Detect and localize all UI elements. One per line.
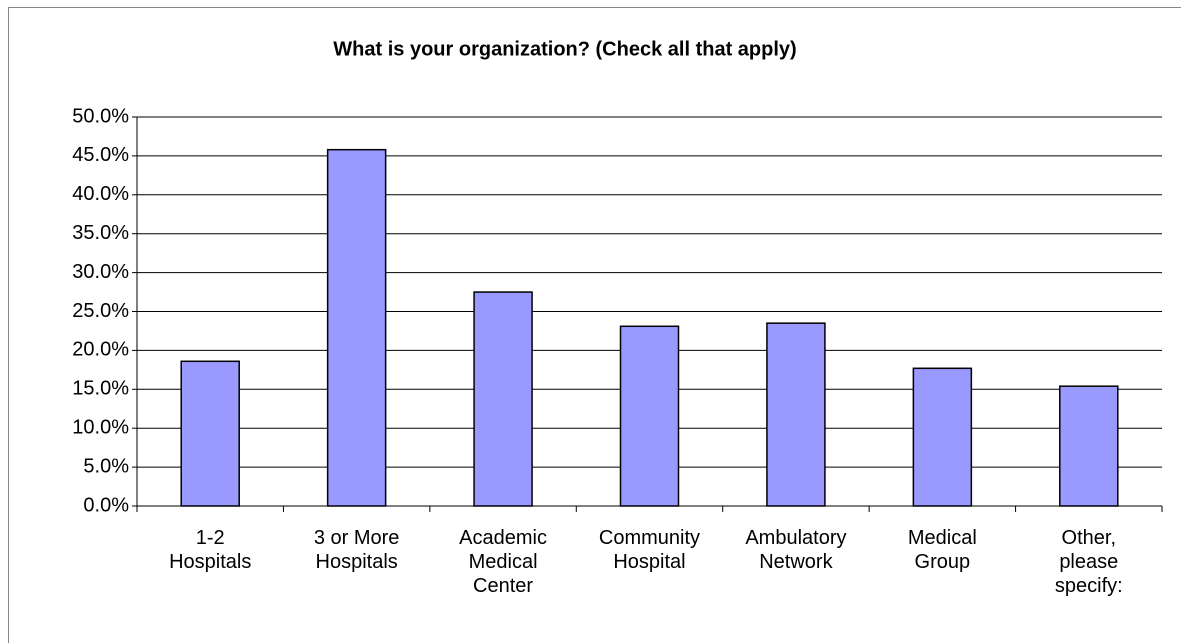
y-tick-label: 10.0% xyxy=(72,416,129,438)
y-tick-label: 30.0% xyxy=(72,261,129,283)
y-tick-label: 40.0% xyxy=(72,183,129,205)
bar xyxy=(912,367,973,507)
y-tick-label: 5.0% xyxy=(83,455,129,477)
y-tick-label: 0.0% xyxy=(83,494,129,516)
bar xyxy=(1059,385,1119,507)
x-tick-label: Medical Group xyxy=(907,527,977,573)
x-tick-label: Community Hospital xyxy=(598,527,701,573)
y-tick-label: 15.0% xyxy=(72,378,129,400)
bar xyxy=(473,291,533,507)
y-tick-label: 45.0% xyxy=(72,144,129,166)
x-tick-label: Ambulatory Network xyxy=(745,527,847,573)
bar xyxy=(619,325,680,507)
bar xyxy=(180,360,240,507)
chart-title: What is your organization? (Check all th… xyxy=(333,38,796,60)
x-tick-label: 3 or More Hospitals xyxy=(313,527,400,573)
bar xyxy=(766,322,826,507)
chart-border xyxy=(8,7,1181,643)
y-tick-label: 25.0% xyxy=(72,300,129,322)
y-tick-label: 50.0% xyxy=(72,105,129,127)
y-tick-label: 20.0% xyxy=(72,339,129,361)
x-tick-label: 1-2 Hospitals xyxy=(169,527,252,573)
x-tick-label: Other, please specify: xyxy=(1054,527,1123,597)
bar xyxy=(326,148,387,507)
y-tick-label: 35.0% xyxy=(72,222,129,244)
x-tick-label: Academic Medical Center xyxy=(459,527,547,597)
